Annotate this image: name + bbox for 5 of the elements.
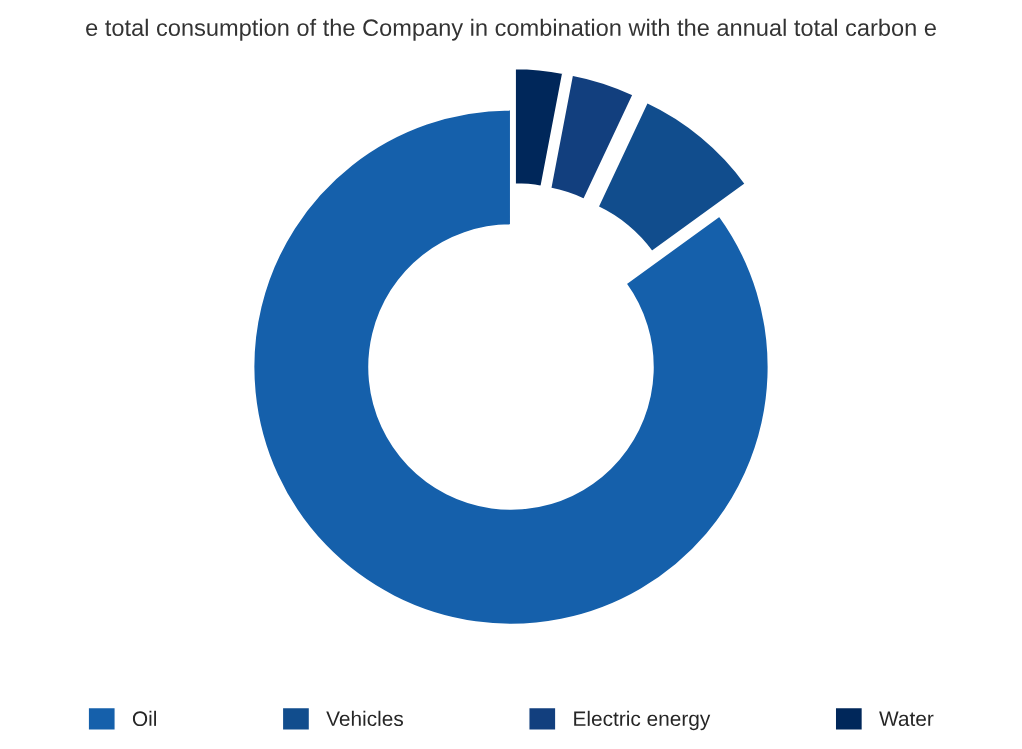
legend-label: Oil xyxy=(132,710,157,727)
chart-title: e total consumption of the Company in combination with the annual total carbon e xyxy=(86,18,936,41)
legend-label: Water xyxy=(879,711,934,727)
legend-label: Vehicles xyxy=(326,710,403,727)
legend-label: Electric energy xyxy=(574,710,711,731)
